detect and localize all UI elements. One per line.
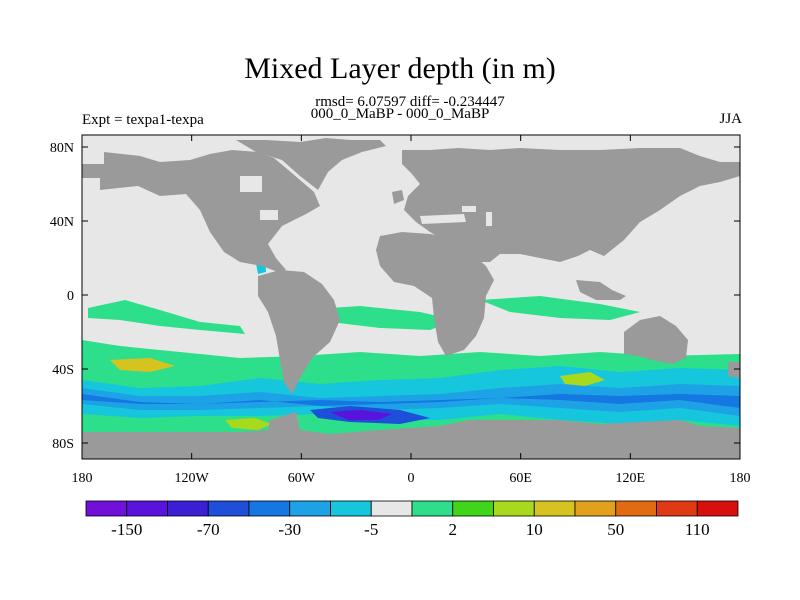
land-greenland (236, 138, 386, 190)
colorbar-label: 2 (449, 520, 458, 539)
colorbar-label: 10 (526, 520, 543, 539)
season-label: JJA (719, 111, 742, 127)
colorbar-swatch (289, 500, 331, 517)
mediterranean (420, 214, 466, 224)
plot-title: Mixed Layer depth (in m) (244, 52, 556, 85)
colorbar-swatch (411, 500, 454, 517)
hudson-bay (240, 176, 262, 192)
colorbar-label: 110 (685, 520, 710, 539)
stats-line: rmsd= 6.07597 diff= -0.234447 (315, 94, 505, 110)
colorbar-label: 50 (607, 520, 624, 539)
lakes-and-seas (240, 176, 492, 226)
y-tick-label: 40S (52, 363, 74, 378)
anomaly-fill (82, 178, 740, 440)
southern-blue-band (82, 394, 740, 408)
plot-subtitle: 000_0_MaBP - 000_0_MaBP (310, 106, 490, 122)
weddell-purple-patch (330, 410, 392, 420)
x-tick-label: 180 (72, 471, 93, 486)
colorbar-label: -30 (278, 520, 301, 539)
colorbar-swatch (248, 500, 291, 517)
land-indonesia (576, 280, 626, 300)
yellow-patch-west (225, 418, 272, 430)
colorbar-label: -5 (364, 520, 378, 539)
colorbar-label: -150 (111, 520, 142, 539)
yellow-patch-east (560, 372, 605, 386)
colorbar-swatch (207, 500, 250, 517)
colorbar-label: -70 (197, 520, 220, 539)
black-sea (462, 206, 476, 212)
indian-green-patch (480, 296, 640, 320)
colorbar-swatch (330, 500, 372, 517)
land-masses (82, 138, 740, 459)
experiment-label: Expt = texpa1-texpa (82, 112, 204, 128)
yellow-patch-pacific (110, 358, 175, 372)
land-antarctica (82, 412, 740, 459)
x-tick-label: 0 (408, 471, 415, 486)
colorbar-swatch (167, 500, 209, 517)
x-tick-label: 180 (730, 471, 751, 486)
colorbar-swatch (574, 500, 617, 517)
colorbar-swatch (85, 500, 128, 517)
land-australia (624, 316, 688, 364)
caspian-sea (486, 212, 492, 226)
land-new-zealand (728, 362, 740, 378)
y-tick-label: 0 (67, 289, 74, 304)
x-tick-label: 120W (175, 471, 210, 486)
axis-ticks: 180 120W 60W 0 60E 120E 180 80N 40N 0 40S 80S (50, 135, 751, 486)
land-south-america (258, 270, 340, 394)
great-lakes (260, 210, 278, 220)
colorbar-swatch (126, 500, 168, 517)
x-tick-label: 60W (288, 471, 316, 486)
y-tick-label: 80N (50, 141, 74, 156)
colorbar-swatch (493, 500, 535, 517)
colorbar-swatch (452, 500, 494, 517)
colorbar-swatch (370, 500, 413, 517)
southern-light-blue-band (82, 384, 740, 416)
tropical-green-patch (88, 300, 245, 334)
colorbar-swatch (696, 500, 739, 517)
atlantic-green-patch (300, 306, 455, 330)
y-tick-label: 80S (52, 437, 74, 452)
x-tick-label: 60E (509, 471, 532, 486)
x-tick-label: 120E (616, 471, 646, 486)
colorbar-swatch (533, 500, 576, 517)
colorbar-swatch (615, 500, 657, 517)
y-tick-label: 40N (50, 215, 74, 230)
land-eurasia (402, 148, 740, 262)
land-africa (376, 232, 494, 356)
colorbar-swatch (656, 500, 698, 517)
land-uk (392, 190, 404, 204)
